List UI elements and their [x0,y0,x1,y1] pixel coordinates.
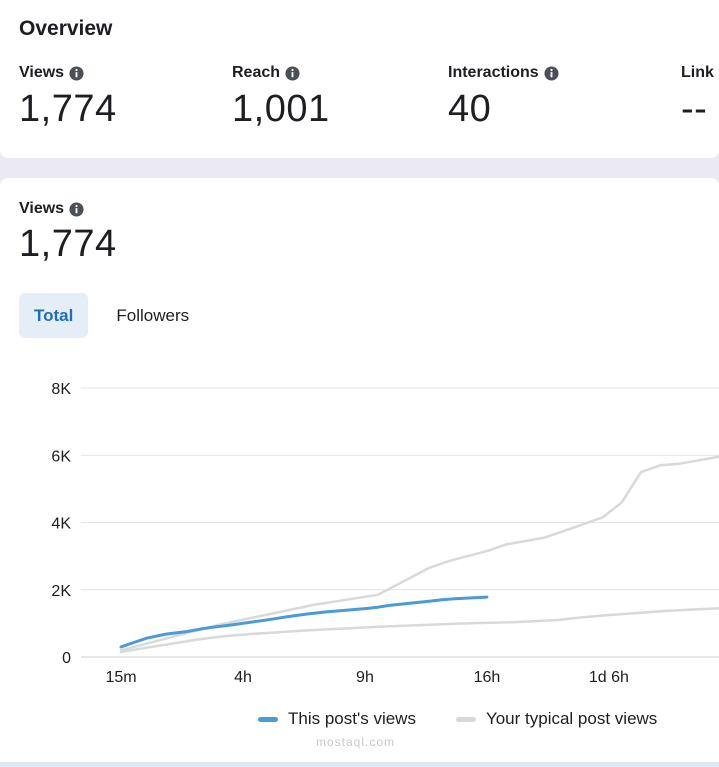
metric-reach-label: Reach [232,64,281,81]
legend-label-this-post: This post's views [288,709,416,728]
tab-total[interactable]: Total [19,293,89,338]
metric-link-label: Link [681,64,714,81]
views-section-label: Views [19,200,65,217]
info-icon[interactable] [544,65,559,81]
info-icon[interactable] [69,201,84,217]
series-line-typical [119,455,719,652]
bottom-strip [0,762,719,767]
chart-legend: This post's views Your typical post view… [258,709,657,729]
series-line-typical [119,606,719,654]
info-icon[interactable] [285,65,300,81]
metric-views-label: Views [19,64,65,81]
tab-followers[interactable]: Followers [116,305,190,325]
metric-views-value: 1,774 [19,88,117,130]
metric-link: Link -- [681,64,714,131]
x-tick-label: 4h [234,669,252,686]
metric-reach-value: 1,001 [232,88,330,130]
overview-title: Overview [19,17,113,40]
watermark: mostaql.com [316,735,396,749]
views-section: Views 1,774 [19,200,117,266]
y-tick-label: 4K [51,516,71,533]
info-icon[interactable] [69,65,84,81]
x-tick-label: 16h [474,669,501,686]
metric-views: Views 1,774 [19,64,117,131]
legend-label-typical: Your typical post views [485,709,658,728]
metric-reach: Reach 1,001 [232,64,330,131]
x-tick-label: 9h [356,669,374,686]
views-card: Views 1,774 Total Followers This post's … [0,178,719,762]
y-tick-label: 0 [62,650,71,667]
views-tabs: Total Followers [19,293,204,338]
metric-interactions-label: Interactions [448,64,539,81]
views-section-value: 1,774 [19,223,117,265]
x-tick-label: 15m [105,669,136,686]
metric-link-value: -- [681,88,708,130]
legend-item-this-post[interactable]: This post's views [258,709,416,729]
metric-interactions: Interactions 40 [448,64,559,131]
series-line-this-post [119,595,489,649]
x-tick-label: 1d 6h [589,669,629,686]
y-tick-label: 8K [51,381,71,398]
legend-item-typical[interactable]: Your typical post views [455,709,658,729]
metric-interactions-value: 40 [448,88,492,130]
overview-card: Overview Views 1,774 Reach 1,001 Interac… [0,0,719,158]
y-tick-label: 6K [51,448,71,465]
y-tick-label: 2K [51,583,71,600]
views-line-chart: 0 2K 4K 6K 8K 15m 4h 9h 16h 1d 6h [51,381,719,686]
legend-swatch-typical [455,716,476,722]
legend-swatch-this-post [258,716,278,722]
